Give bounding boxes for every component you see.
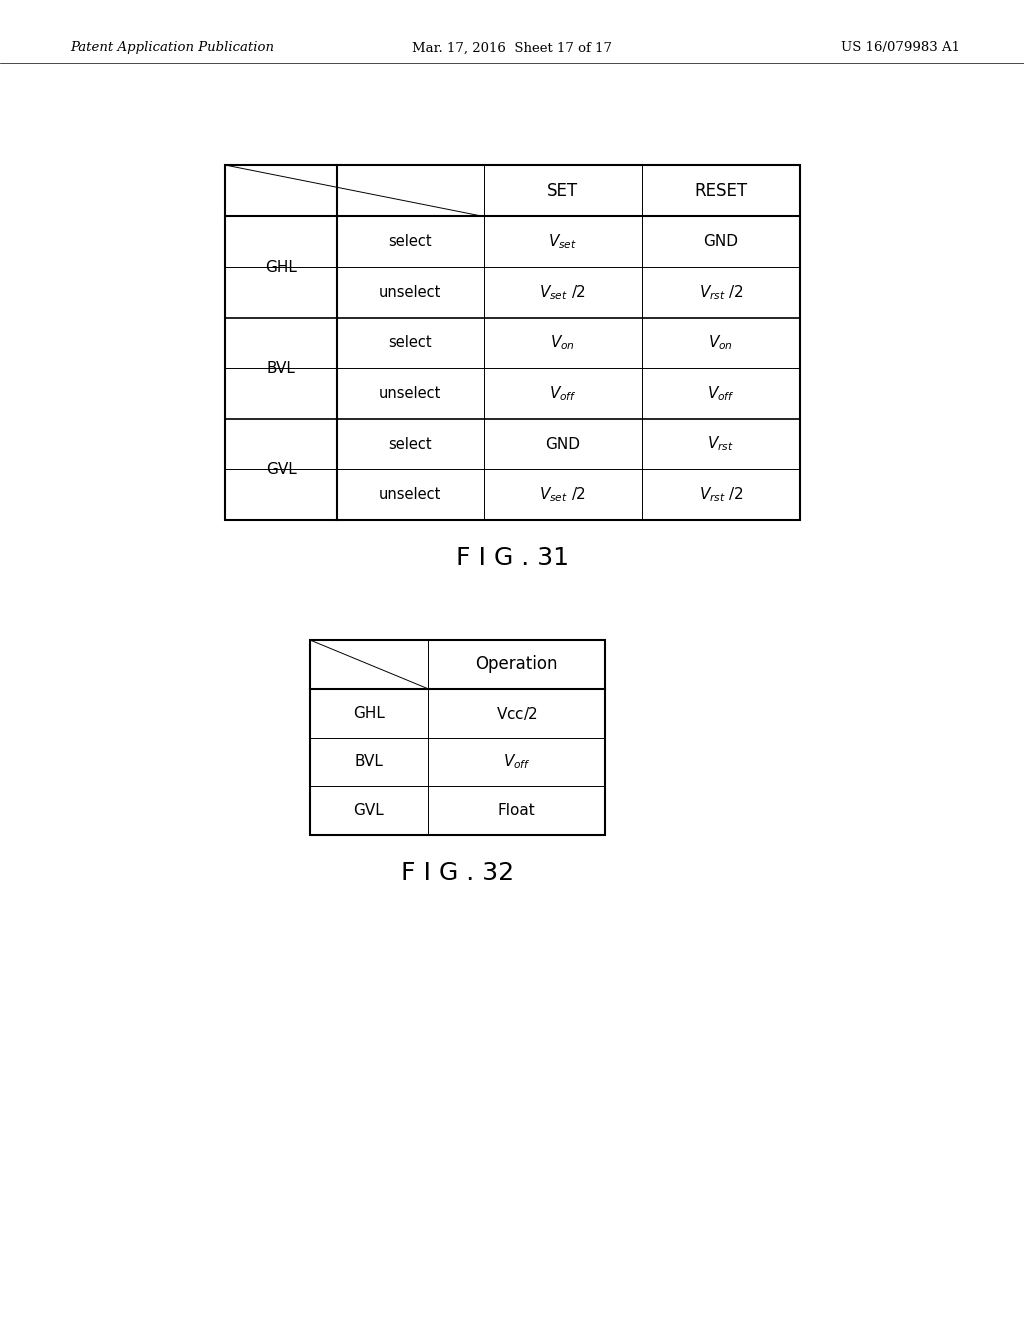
Text: BVL: BVL <box>266 360 296 376</box>
Text: select: select <box>389 234 432 249</box>
Text: F I G . 32: F I G . 32 <box>401 861 514 884</box>
Text: SET: SET <box>547 182 579 199</box>
Text: Float: Float <box>498 803 536 818</box>
Text: GND: GND <box>703 234 738 249</box>
Text: GVL: GVL <box>353 803 384 818</box>
Text: GHL: GHL <box>265 260 297 275</box>
Text: unselect: unselect <box>379 285 441 300</box>
Text: GHL: GHL <box>353 706 385 721</box>
Text: GVL: GVL <box>265 462 296 477</box>
Text: $V_{on}$: $V_{on}$ <box>550 334 575 352</box>
Text: GND: GND <box>546 437 581 451</box>
Text: $V_{rst}$: $V_{rst}$ <box>708 434 734 454</box>
Bar <box>225 165 800 520</box>
Text: $V_{off}$: $V_{off}$ <box>503 752 530 771</box>
Text: RESET: RESET <box>694 182 748 199</box>
Text: F I G . 31: F I G . 31 <box>456 546 569 570</box>
Text: $V_{set}$: $V_{set}$ <box>548 232 578 251</box>
Bar <box>310 640 605 836</box>
Text: $V_{on}$: $V_{on}$ <box>709 334 733 352</box>
Text: $V_{off}$: $V_{off}$ <box>549 384 577 403</box>
Text: Mar. 17, 2016  Sheet 17 of 17: Mar. 17, 2016 Sheet 17 of 17 <box>412 41 612 54</box>
Text: US 16/079983 A1: US 16/079983 A1 <box>841 41 961 54</box>
Text: select: select <box>389 437 432 451</box>
Text: BVL: BVL <box>354 754 383 770</box>
Text: $V_{off}$: $V_{off}$ <box>707 384 735 403</box>
Text: $V_{rst}\ /2$: $V_{rst}\ /2$ <box>698 282 743 302</box>
Text: Operation: Operation <box>475 655 558 673</box>
Text: unselect: unselect <box>379 487 441 502</box>
Text: $V_{set}\ /2$: $V_{set}\ /2$ <box>540 282 587 302</box>
Text: Vcc$/2$: Vcc$/2$ <box>496 705 538 722</box>
Text: $V_{rst}\ /2$: $V_{rst}\ /2$ <box>698 486 743 504</box>
Text: select: select <box>389 335 432 350</box>
Text: Patent Application Publication: Patent Application Publication <box>70 41 274 54</box>
Text: $V_{set}\ /2$: $V_{set}\ /2$ <box>540 486 587 504</box>
Text: unselect: unselect <box>379 385 441 401</box>
